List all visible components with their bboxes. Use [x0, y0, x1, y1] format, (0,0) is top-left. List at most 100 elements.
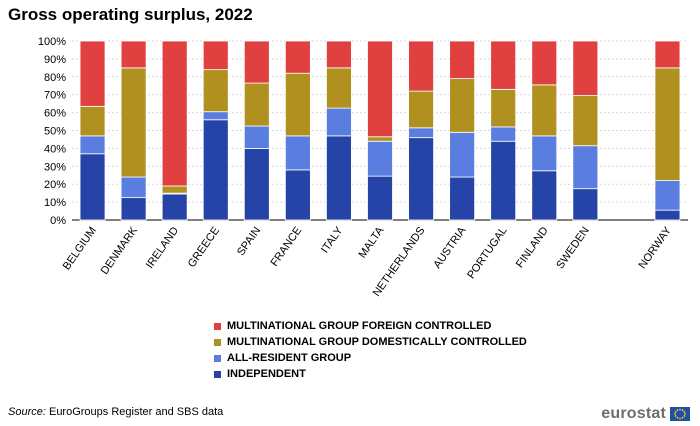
bar-segment — [367, 175, 393, 221]
bar-segment — [531, 40, 558, 86]
bar-segment — [572, 145, 599, 190]
bar-segment — [490, 140, 517, 221]
bar-segment — [202, 40, 229, 71]
x-tick-label: MALTA — [357, 224, 387, 260]
x-tick-label: BELGIUM — [61, 225, 99, 272]
legend-label: ALL-RESIDENT GROUP — [227, 352, 352, 364]
bar-segment — [326, 67, 352, 109]
y-axis-ticks: 0% 10% 20% 30% 40% 50% 60% 70% 80% 90% 100% — [38, 36, 66, 227]
y-tick-label: 50% — [44, 126, 66, 138]
bar-segment — [120, 176, 147, 199]
source-label: Source: — [8, 406, 46, 418]
y-tick-label: 80% — [44, 72, 66, 84]
legend-swatch — [214, 322, 221, 330]
bar-segment — [161, 40, 188, 187]
bar-segment — [572, 188, 599, 221]
legend-label: MULTINATIONAL GROUP FOREIGN CONTROLLED — [227, 320, 492, 332]
legend-label: MULTINATIONAL GROUP DOMESTICALLY CONTROL… — [227, 336, 527, 348]
x-tick-label: FRANCE — [269, 225, 305, 269]
bar-segment — [490, 126, 517, 142]
y-tick-label: 20% — [44, 179, 66, 191]
bar-segment — [654, 67, 681, 182]
y-tick-label: 60% — [44, 108, 66, 120]
bar-segment — [490, 40, 517, 90]
bar-segment — [120, 197, 147, 221]
bar-segment — [284, 135, 311, 171]
legend-swatch — [214, 370, 221, 378]
bar-segment — [490, 88, 517, 128]
y-tick-label: 40% — [44, 143, 66, 155]
x-tick-label: GREECE — [186, 225, 222, 270]
y-tick-label: 90% — [44, 54, 66, 66]
y-tick-label: 100% — [38, 36, 66, 48]
x-tick-label: SWEDEN — [554, 225, 592, 271]
bar-segment — [284, 169, 311, 221]
chart-title: Gross operating surplus, 2022 — [8, 5, 253, 24]
bar-segment — [120, 40, 147, 69]
x-tick-label: NORWAY — [637, 224, 675, 271]
bar-segment — [79, 40, 106, 107]
bar-segment — [202, 111, 229, 121]
legend-item-domestically-controlled: MULTINATIONAL GROUP DOMESTICALLY CONTROL… — [214, 334, 527, 350]
bar-segment — [449, 176, 476, 221]
bar-segment — [531, 170, 558, 221]
legend-label: INDEPENDENT — [227, 368, 306, 380]
legend: MULTINATIONAL GROUP FOREIGN CONTROLLED M… — [214, 318, 527, 382]
bar-segment — [449, 40, 476, 79]
bar-segment — [284, 40, 311, 74]
source-text: EuroGroups Register and SBS data — [45, 406, 224, 418]
bar-segment — [531, 135, 558, 172]
bar-segment — [408, 137, 434, 221]
bar-segment — [79, 105, 106, 137]
bar-segment — [79, 135, 106, 155]
bar-segment — [449, 131, 476, 178]
bar-segment — [120, 67, 147, 178]
bar-segment — [243, 147, 270, 221]
y-tick-label: 0% — [50, 215, 66, 227]
bar-segment — [243, 40, 270, 84]
x-axis-ticks: BELGIUM DENMARK IRELAND GREECE SPAIN FRANCE IT… — [61, 224, 675, 299]
y-tick-label: 10% — [44, 197, 66, 209]
bar-segment — [408, 40, 434, 92]
bar-segment — [654, 40, 681, 69]
bar-segment — [243, 82, 270, 127]
bar-segment — [161, 185, 188, 194]
bar-segment — [654, 180, 681, 211]
x-tick-label: SPAIN — [235, 225, 263, 258]
eu-flag-icon — [670, 407, 690, 421]
bar-segment — [202, 69, 229, 113]
bar-segment — [572, 95, 599, 147]
x-tick-label: DENMARK — [99, 224, 141, 276]
legend-item-independent: INDEPENDENT — [214, 366, 527, 382]
legend-swatch — [214, 338, 221, 346]
x-tick-label: AUSTRIA — [431, 224, 469, 270]
x-tick-label: ITALY — [319, 224, 346, 255]
stacked-bar-chart: 0% 10% 20% 30% 40% 50% 60% 70% 80% 90% 100% BELGIU… — [38, 36, 688, 299]
bar-segment — [243, 125, 270, 149]
bar-segment — [284, 72, 311, 137]
bar-segment — [367, 40, 393, 138]
bar-segment — [326, 40, 352, 69]
bars — [79, 40, 681, 221]
bar-segment — [449, 78, 476, 133]
y-tick-label: 70% — [44, 90, 66, 102]
source-note: Source: EuroGroups Register and SBS data — [8, 406, 223, 418]
bar-segment — [572, 40, 599, 96]
eurostat-logo: eurostat — [601, 405, 690, 423]
bar-segment — [161, 193, 188, 221]
legend-item-all-resident-group: ALL-RESIDENT GROUP — [214, 350, 527, 366]
logo-text: eurostat — [601, 405, 666, 422]
bar-segment — [367, 136, 393, 142]
bar-segment — [326, 135, 352, 221]
bar-segment — [367, 140, 393, 177]
bar-segment — [408, 127, 434, 139]
legend-swatch — [214, 354, 221, 362]
x-tick-label: IRELAND — [144, 225, 181, 271]
legend-item-foreign-controlled: MULTINATIONAL GROUP FOREIGN CONTROLLED — [214, 318, 527, 334]
x-tick-label: FINLAND — [514, 225, 551, 270]
x-tick-label: PORTUGAL — [465, 225, 509, 281]
bar-segment — [408, 90, 434, 129]
y-tick-label: 30% — [44, 161, 66, 173]
bar-segment — [531, 84, 558, 137]
bar-segment — [79, 153, 106, 221]
